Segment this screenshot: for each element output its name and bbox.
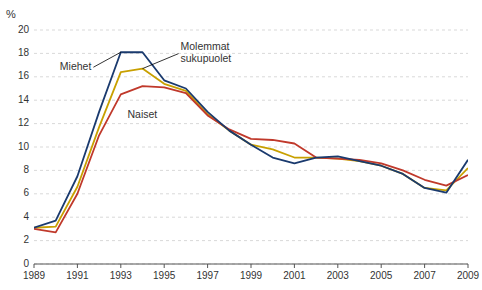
x-tick-label: 2007	[413, 270, 436, 281]
grid-line	[34, 100, 468, 101]
x-tick	[424, 264, 425, 268]
x-tick-label: 1993	[110, 270, 133, 281]
grid-line	[34, 147, 468, 148]
y-tick-label: 16	[18, 70, 30, 81]
x-tick-label: 1997	[196, 270, 219, 281]
grid-line	[34, 53, 468, 54]
y-tick-label: 2	[23, 234, 29, 245]
series-line	[34, 69, 468, 228]
x-tick-label: 2009	[457, 270, 480, 281]
x-tick	[251, 264, 252, 268]
x-tick-label: 1995	[153, 270, 176, 281]
y-tick-label: 20	[18, 24, 30, 35]
x-tick-label: 1999	[240, 270, 263, 281]
grid	[34, 30, 468, 264]
chart: 0 2 4 6 8 10 12 14 16 18 20 1989 1991 1993 1995 1997 199…	[0, 0, 482, 290]
series-label: Miehet	[60, 60, 92, 72]
x-tick	[34, 264, 35, 268]
x-tick	[120, 264, 121, 268]
x-tick	[468, 264, 469, 268]
x-tick-label: 1989	[23, 270, 46, 281]
y-tick-label: 6	[23, 187, 29, 198]
x-tick	[164, 264, 165, 268]
y-tick-label: 14	[18, 94, 30, 105]
x-tick-label: 2005	[370, 270, 393, 281]
grid-line	[34, 30, 468, 31]
series-line	[34, 52, 468, 228]
x-tick	[381, 264, 382, 268]
x-tick-label: 2003	[327, 270, 350, 281]
x-tick	[207, 264, 208, 268]
y-tick-label: 8	[23, 164, 29, 175]
grid-line	[34, 193, 468, 194]
x-tick-label: 2001	[283, 270, 306, 281]
grid-line	[34, 217, 468, 218]
grid-line	[34, 240, 468, 241]
annotation-leader	[93, 52, 120, 67]
y-tick-label: 12	[18, 117, 30, 128]
lines	[34, 52, 468, 232]
x-tick	[337, 264, 338, 268]
series-label: Molemmatsukupuolet	[181, 40, 232, 64]
x-tick	[294, 264, 295, 268]
series-line	[34, 86, 468, 232]
y-axis-label: %	[6, 8, 16, 20]
series-label: Naiset	[128, 108, 158, 120]
annotation-leader	[143, 54, 179, 69]
grid-line	[34, 76, 468, 77]
y-tick-label: 4	[23, 211, 29, 222]
y-tick-label: 18	[18, 47, 30, 58]
x-tick-label: 1991	[66, 270, 89, 281]
x-tick	[77, 264, 78, 268]
y-tick-label: 10	[18, 141, 30, 152]
y-tick-label: 0	[23, 258, 29, 269]
grid-line	[34, 123, 468, 124]
